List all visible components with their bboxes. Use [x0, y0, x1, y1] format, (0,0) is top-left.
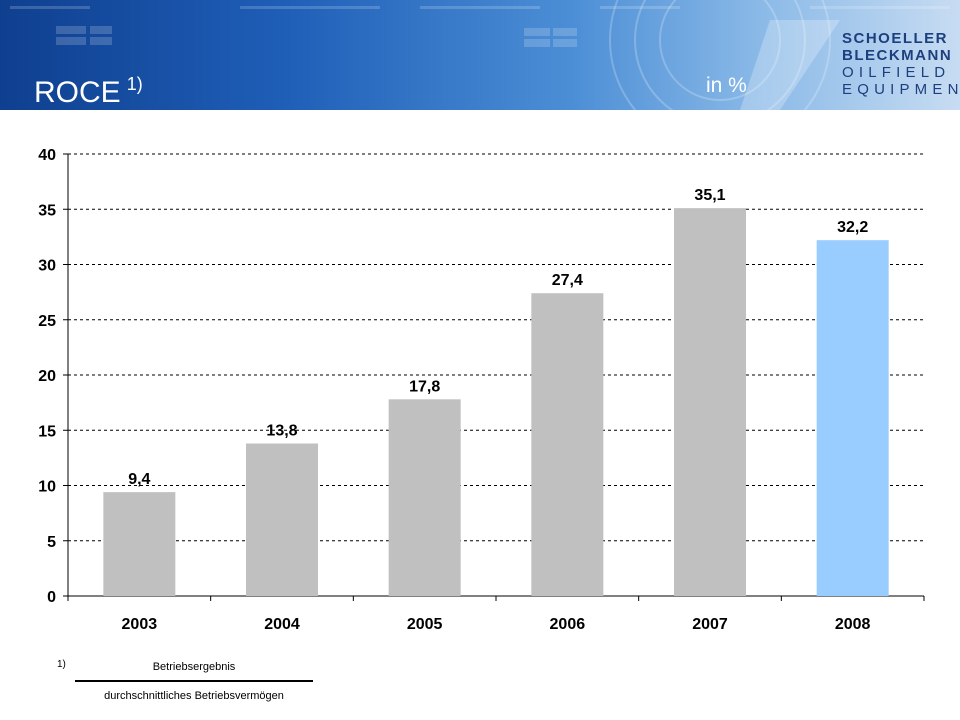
- company-logo: SCHOELLER BLECKMANN OILFIELD EQUIPMENT: [842, 30, 960, 98]
- bar-2004: [246, 443, 318, 596]
- bar-2008: [816, 240, 889, 596]
- bar-2003: [103, 492, 176, 596]
- title-footnote-mark: 1): [126, 74, 143, 94]
- y-tick-label: 0: [47, 589, 56, 606]
- x-tick-label-2008: 2008: [835, 616, 871, 633]
- data-label-2004: 13,8: [266, 423, 297, 440]
- fraction-line: [75, 680, 313, 682]
- y-tick-label: 25: [38, 313, 56, 330]
- formula-denominator: durchschnittliches Betriebsvermögen: [104, 690, 284, 702]
- y-tick-label: 15: [38, 423, 56, 440]
- data-label-2008: 32,2: [837, 219, 868, 236]
- y-tick-label: 30: [38, 258, 56, 275]
- data-label-2005: 17,8: [409, 378, 440, 395]
- logo-line-3: OILFIELD: [842, 64, 951, 81]
- x-tick-label-2004: 2004: [264, 616, 300, 633]
- y-tick-label: 20: [38, 368, 56, 385]
- y-tick-label: 10: [38, 479, 56, 496]
- y-tick-label: 5: [47, 534, 56, 551]
- bar-2007: [674, 208, 746, 596]
- logo-line-1: SCHOELLER: [842, 30, 949, 47]
- header-decoration: [10, 0, 950, 110]
- data-label-2007: 35,1: [694, 187, 725, 204]
- data-label-2003: 9,4: [128, 471, 150, 488]
- x-tick-label-2007: 2007: [692, 616, 728, 633]
- unit-label: in %: [706, 74, 747, 97]
- header-banner: ROCE 1) in % SCHOELLER BLECKMANN OILFIELD…: [0, 0, 960, 110]
- x-tick-label-2005: 2005: [407, 616, 443, 633]
- roce-bar-chart: 0 5 10 15 20 25 30 35 40 9,4 2003 13,8 2004 17,8 2005 2…: [38, 147, 925, 633]
- x-tick-label-2003: 2003: [122, 616, 158, 633]
- y-tick-label: 35: [38, 202, 56, 219]
- logo-line-4: EQUIPMENT: [842, 81, 960, 98]
- formula-numerator: Betriebsergebnis: [152, 661, 236, 673]
- logo-line-2: BLECKMANN: [842, 47, 953, 64]
- y-tick-label: 40: [38, 147, 56, 164]
- footnote-mark: 1): [57, 659, 66, 670]
- slide-title: ROCE 1): [34, 66, 143, 110]
- bar-2006: [531, 293, 604, 596]
- data-label-2006: 27,4: [552, 272, 583, 289]
- bar-2005: [388, 399, 461, 596]
- x-tick-label-2006: 2006: [550, 616, 586, 633]
- slide-title-text: ROCE: [34, 76, 121, 109]
